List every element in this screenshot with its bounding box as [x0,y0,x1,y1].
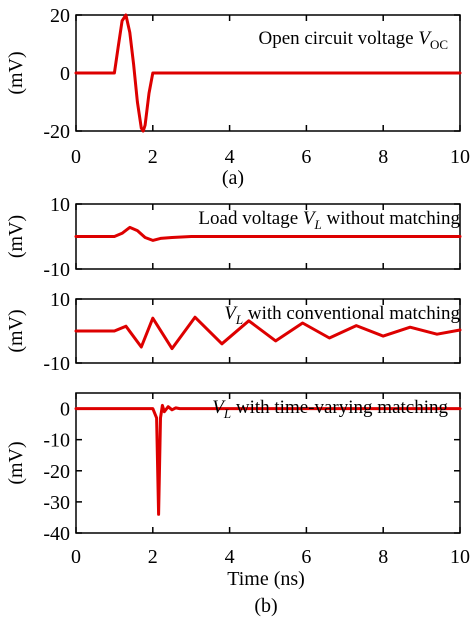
vl_tv-series-line [74,403,462,516]
vl_none-series-line [74,225,462,242]
vl_tv-frame [75,392,461,534]
vl_conv-annotation: VL with conventional matching [224,303,460,327]
vl_tv-ylabel: (mV) [5,441,27,484]
vl_tv-annotation: VL with time-varying matching [212,397,448,421]
vl_tv-ytick-label: -40 [43,523,70,545]
voc-xtick-label: 6 [301,146,311,168]
vl_none-annotation: Load voltage VL without matching [198,208,460,232]
voc-ytick-label: -20 [43,121,70,143]
vl_tv-xtick-label: 10 [450,546,470,568]
vl_tv-ytick-label: -20 [43,461,70,483]
vl_conv-series-line [74,315,462,351]
vl_conv-ytick-label: -10 [43,353,70,375]
voc-ylabel: (mV) [5,51,27,94]
vl_tv-ytick-label: 0 [60,399,70,421]
vl_none-ylabel: (mV) [5,215,27,258]
voc-series-line [74,13,462,133]
voc-xtick-label: 4 [225,146,235,168]
voc-xtick-label: 10 [450,146,470,168]
panel-label-a: (a) [222,167,244,189]
vl_conv-ytick-label: 10 [50,289,70,311]
vl_tv-xtick-label: 2 [148,546,158,568]
vl_tv-ytick-label: -30 [43,492,70,514]
voc-ytick-label: 0 [60,63,70,85]
voc-ytick-label: 20 [50,5,70,27]
voc-xtick-label: 8 [378,146,388,168]
vl_tv-ytick-label: -10 [43,430,70,452]
vl_tv-xtick-label: 8 [378,546,388,568]
vl_tv-xtick-label: 4 [225,546,235,568]
voc-xtick-label: 2 [148,146,158,168]
voc-annotation: Open circuit voltage VOC [258,28,448,52]
vl_conv-ylabel: (mV) [5,309,27,352]
vl_none-ytick-label: 10 [50,194,70,216]
vl_none-ytick-label: -10 [43,259,70,281]
vl_tv-xtick-label: 6 [301,546,311,568]
x-axis-label: Time (ns) [227,568,305,590]
panel-label-b: (b) [254,595,277,617]
vl_tv-xtick-label: 0 [71,546,81,568]
voc-xtick-label: 0 [71,146,81,168]
